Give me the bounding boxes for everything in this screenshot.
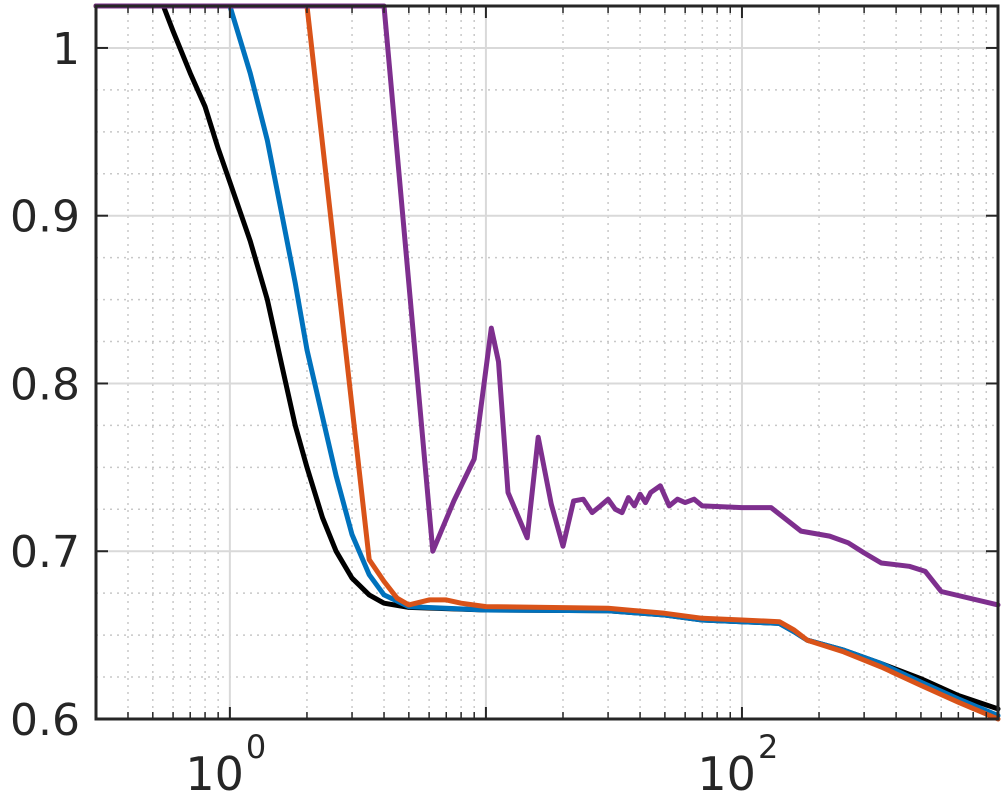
x-tick-label-exponent: 0 bbox=[246, 728, 266, 766]
y-tick-label: 0.9 bbox=[10, 192, 80, 243]
tick-marks bbox=[95, 6, 999, 720]
series-layer bbox=[93, 3, 1001, 722]
x-tick-label: 10 2 bbox=[697, 728, 778, 799]
y-tick-label: 0.8 bbox=[10, 359, 80, 410]
y-tick-label: 0.7 bbox=[10, 527, 80, 578]
series-line-3 bbox=[93, 3, 1001, 722]
plot-frame bbox=[94, 4, 1000, 721]
x-tick-label-exponent: 2 bbox=[758, 728, 778, 766]
y-tick-label: 1 bbox=[52, 24, 80, 75]
x-tick-labels: 10 0 10 2 bbox=[185, 728, 778, 799]
y-tick-label: 0.6 bbox=[10, 695, 80, 746]
y-tick-labels: 0.6 0.7 0.8 0.9 1 bbox=[10, 24, 80, 746]
series-line-1 bbox=[93, 3, 1001, 712]
series-line-4 bbox=[93, 3, 1001, 608]
x-tick-label-base: 10 bbox=[185, 747, 244, 799]
x-tick-label-base: 10 bbox=[697, 747, 756, 799]
x-tick-label: 10 0 bbox=[185, 728, 266, 799]
